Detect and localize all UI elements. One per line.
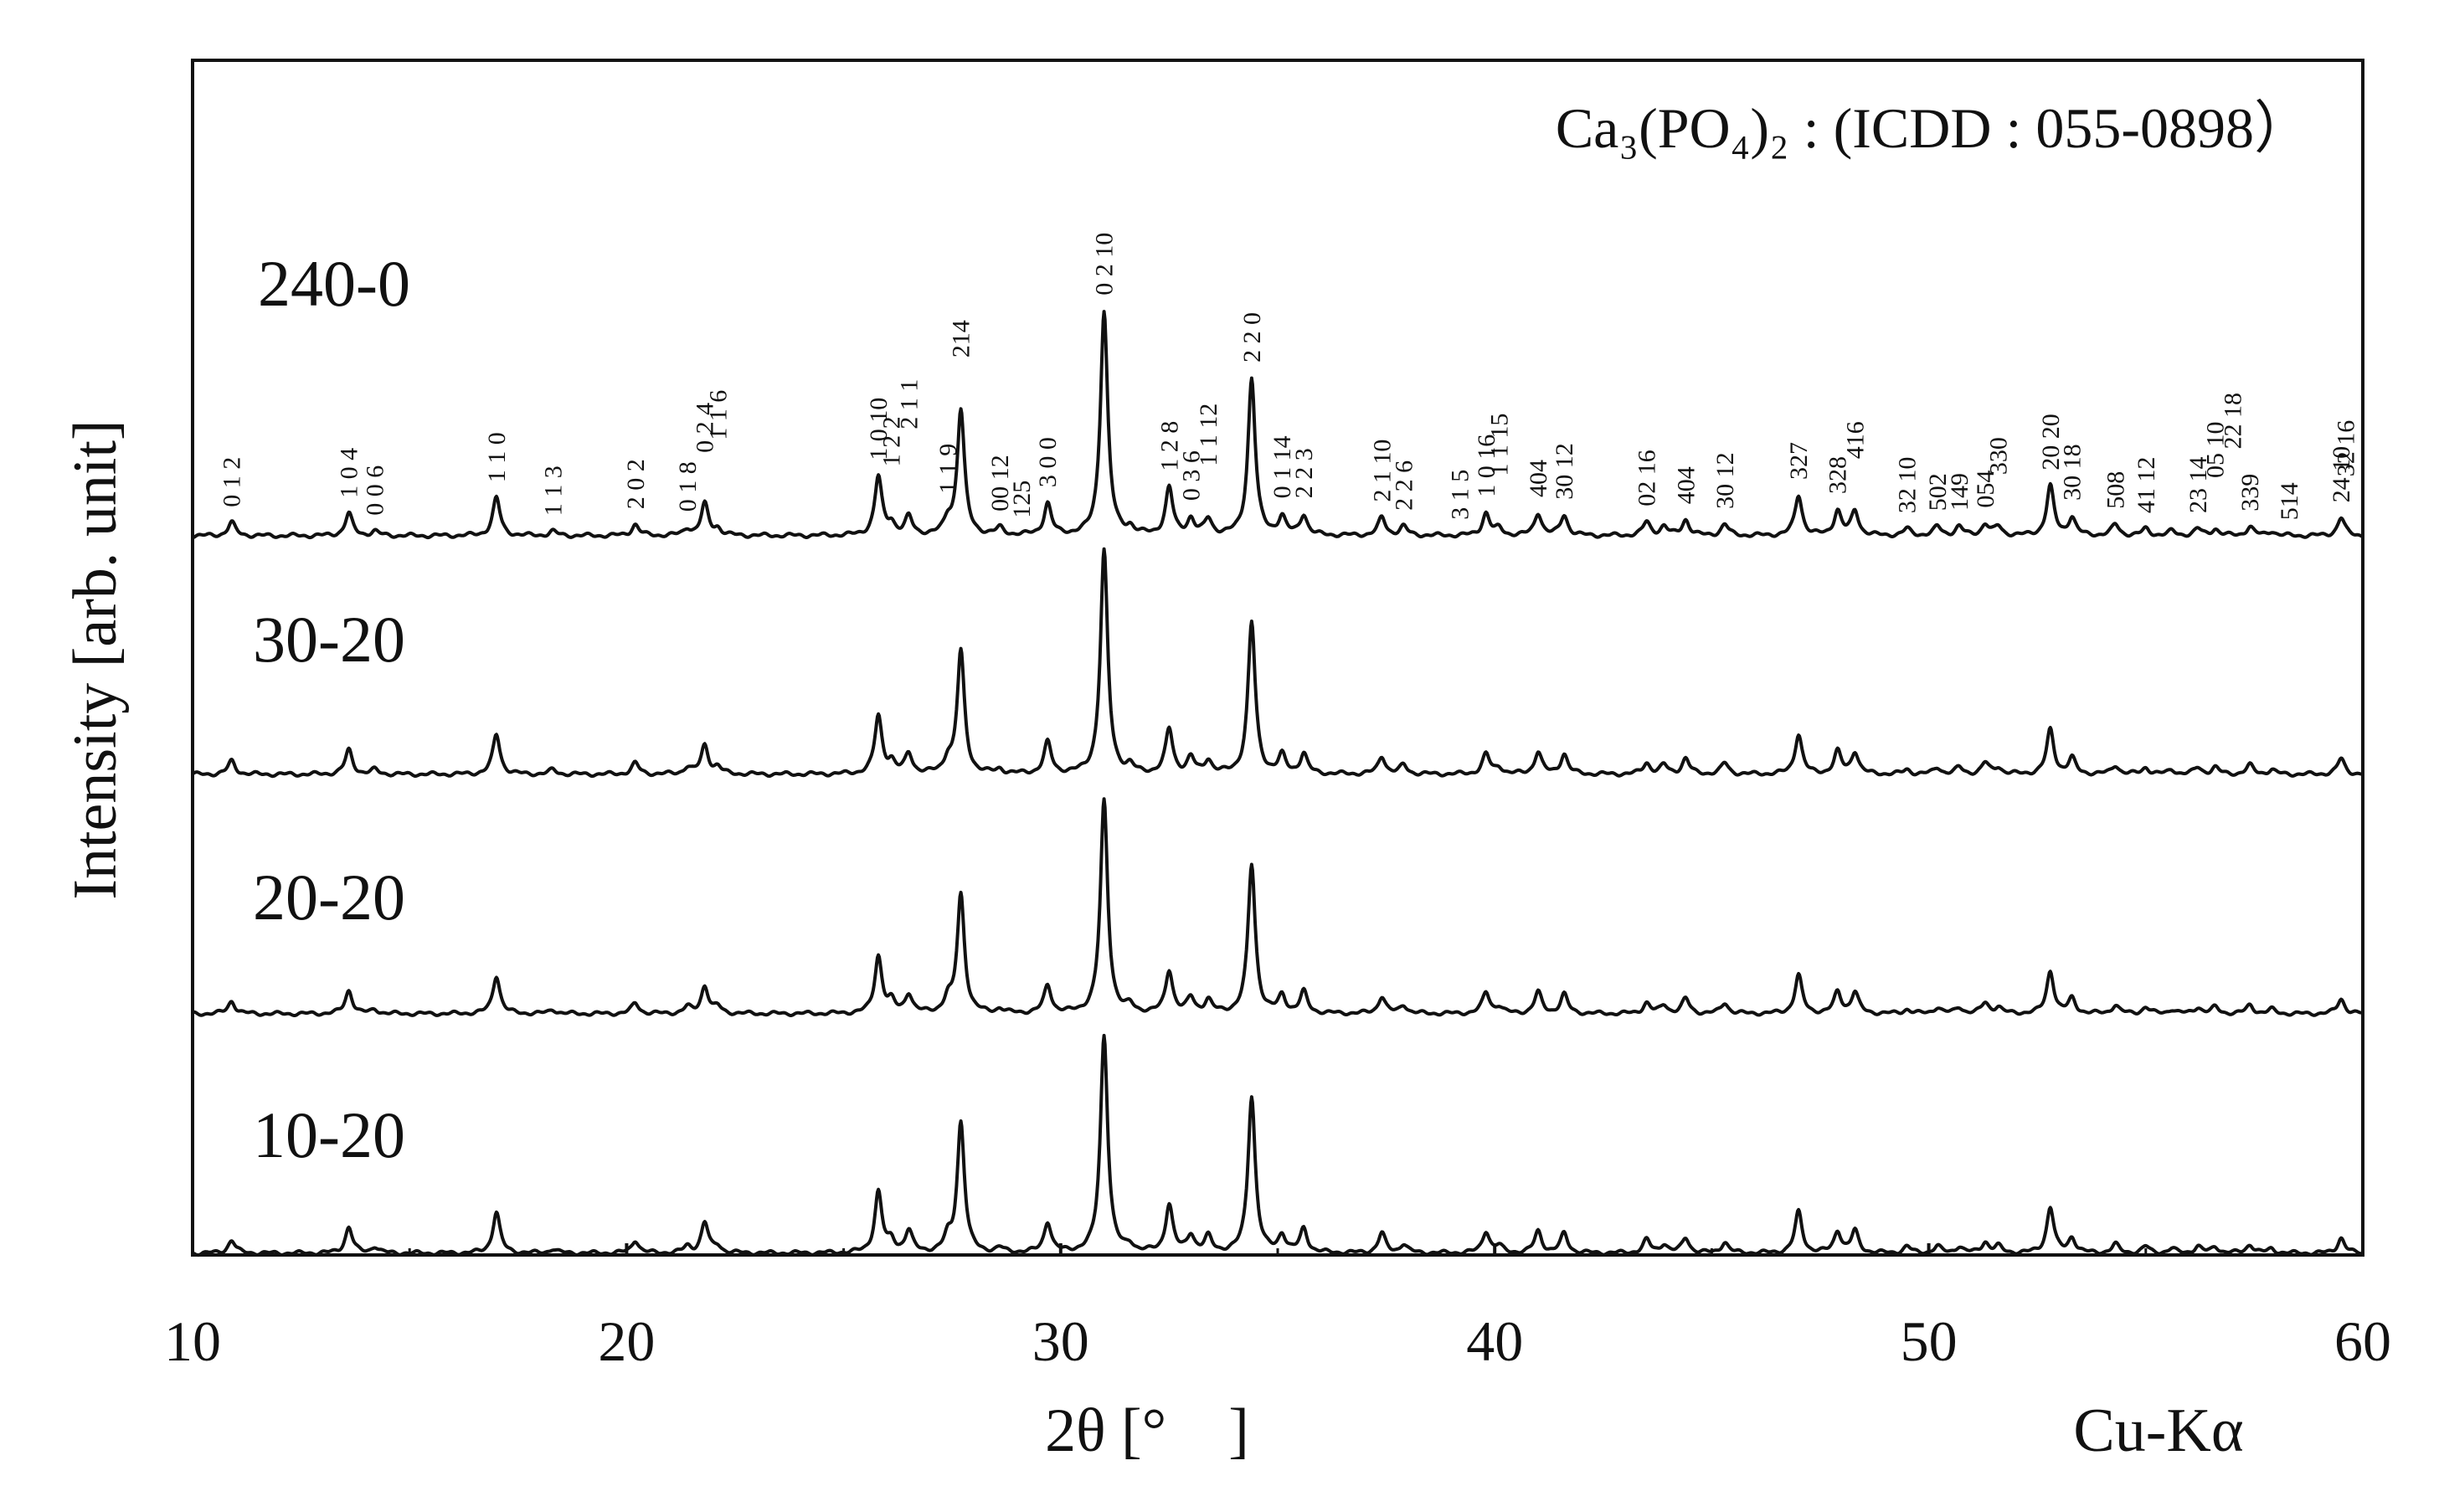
hkl-label: 508 [2102, 471, 2130, 509]
hkl-label: 2 2 6 [1390, 460, 1418, 511]
hkl-label: 1 1 12 [1195, 404, 1222, 466]
trace-10-20 [192, 1033, 2364, 1257]
hkl-label: 328 [1824, 456, 1852, 494]
hkl-label: 1 0 4 [336, 448, 363, 498]
hkl-label: 1 0 16 [1473, 435, 1500, 497]
x-tick-label: 30 [1032, 1309, 1089, 1373]
hkl-label: 327 [1785, 442, 1813, 480]
hkl-label: 00 12 [986, 455, 1014, 512]
series-label-240-0: 240-0 [258, 247, 410, 320]
hkl-label: 24 10 [2328, 446, 2355, 503]
hkl-label: 054 [1972, 471, 1999, 508]
x-axis-label: 2θ [° ] [1045, 1396, 1249, 1465]
hkl-label: 514 [2276, 482, 2303, 520]
hkl-label: 1 1 0 [483, 432, 511, 482]
x-axis-ticks: 10 20 30 40 50 60 [164, 1243, 2391, 1373]
hkl-label: 05 10 [2202, 422, 2230, 479]
hkl-label: 0 2 10 [1091, 233, 1119, 296]
hkl-label: 339 [2236, 474, 2264, 512]
x-tick-label: 20 [598, 1309, 655, 1373]
hkl-label: 1 0 10 [865, 398, 893, 460]
hkl-label: 3 1 5 [1447, 470, 1474, 520]
hkl-label: 32 16 [2332, 420, 2359, 477]
hkl-label: 2 0 2 [622, 459, 650, 509]
hkl-label: 2 1 10 [1368, 440, 1396, 502]
plot-frame [191, 59, 2364, 1257]
hkl-label: 1 1 9 [934, 444, 962, 494]
hkl-label: 41 12 [2133, 457, 2160, 514]
hkl-label: 0 1 14 [1268, 435, 1296, 498]
hkl-label: 0 3 6 [1177, 450, 1205, 501]
hkl-label: 404 [1525, 460, 1552, 497]
y-axis-label: Intensity [arb. unit] [61, 419, 130, 899]
x-tick-label: 50 [1901, 1309, 1958, 1373]
hkl-label: 330 [1985, 437, 2013, 475]
hkl-label: 0 0 6 [362, 465, 389, 516]
hkl-labels: 0 1 2 1 0 40 0 6 1 1 0 1 1 3 2 0 2 0 1 8 0 2 4… [219, 233, 2360, 521]
hkl-label: 2 2 3 [1290, 448, 1318, 498]
hkl-label: 02 16 [1634, 450, 1661, 507]
hkl-label: 0 1 8 [674, 461, 702, 512]
hkl-label: 20 20 [2037, 414, 2065, 471]
hkl-label: 0 2 4 [692, 403, 719, 453]
hkl-label: 30 12 [1711, 452, 1739, 509]
hkl-label: 2 1 1 [895, 379, 923, 429]
hkl-label: 30 12 [1551, 443, 1578, 500]
diffraction-traces [191, 310, 2364, 1257]
series-label-20-20: 20-20 [253, 861, 405, 933]
trace-20-20 [192, 797, 2364, 1017]
hkl-label: 0 1 2 [219, 457, 246, 507]
x-tick-label: 60 [2334, 1309, 2391, 1373]
hkl-label: 1 1 6 [704, 390, 732, 440]
hkl-label: 1 2 2 [878, 416, 906, 466]
hkl-label: 404 [1672, 466, 1700, 504]
hkl-label: 502 [1924, 473, 1952, 511]
hkl-label: 22 18 [2220, 393, 2247, 450]
trace-30-20 [191, 547, 2364, 779]
hkl-label: 125 [1008, 481, 1036, 518]
hkl-label: 214 [948, 320, 975, 357]
x-tick-label: 40 [1466, 1309, 1523, 1373]
hkl-label: 32 10 [1894, 457, 1922, 514]
hkl-label: 1 1 15 [1485, 414, 1513, 476]
hkl-label: 1 2 8 [1155, 421, 1183, 471]
radiation-label: Cu-Kα [2073, 1396, 2243, 1465]
hkl-label: 2 2 0 [1238, 312, 1266, 363]
series-label-30-20: 30-20 [253, 603, 405, 676]
hkl-label: 416 [1842, 421, 1870, 459]
hkl-label: 149 [1946, 473, 1973, 511]
hkl-label: 1 1 3 [539, 465, 567, 516]
trace-240-0 [192, 310, 2364, 540]
series-label-10-20: 10-20 [253, 1098, 405, 1171]
phase-annotation: Ca₃(PO₄)₂ : (ICDD : 055-0898） [1556, 96, 2311, 160]
x-tick-label: 10 [164, 1309, 221, 1373]
hkl-label: 30 18 [2059, 444, 2087, 501]
hkl-label: 23 14 [2184, 457, 2212, 514]
hkl-label: 3 0 0 [1034, 437, 1062, 487]
